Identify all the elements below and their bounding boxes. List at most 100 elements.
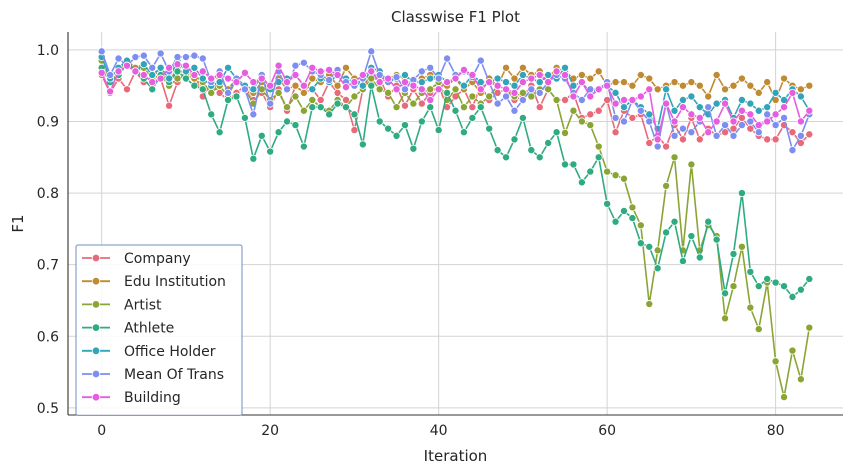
data-point (443, 54, 452, 63)
data-point (198, 85, 207, 94)
data-point (333, 81, 342, 90)
legend-marker (91, 277, 101, 286)
data-point (771, 88, 780, 97)
data-point (653, 246, 662, 255)
data-point (737, 96, 746, 105)
data-point (552, 96, 561, 105)
data-point (780, 74, 789, 83)
data-point (788, 128, 797, 137)
data-point (577, 96, 586, 105)
legend-label: Building (124, 390, 181, 406)
data-point (603, 96, 612, 105)
data-point (535, 88, 544, 97)
data-point (459, 65, 468, 74)
data-point (687, 128, 696, 137)
data-point (594, 153, 603, 162)
x-tick-label: 0 (97, 423, 106, 439)
data-point (737, 106, 746, 115)
data-point (662, 99, 671, 108)
data-point (468, 70, 477, 79)
data-point (165, 101, 174, 110)
data-point (207, 74, 216, 83)
data-point (737, 121, 746, 130)
legend-label: Company (124, 251, 191, 267)
data-point (325, 65, 334, 74)
data-point (148, 78, 157, 87)
data-point (670, 217, 679, 226)
data-point (392, 73, 401, 82)
data-point (670, 153, 679, 162)
data-point (561, 70, 570, 79)
data-point (173, 60, 182, 69)
y-tick-label: 0.5 (37, 401, 59, 417)
legend-label: Artist (124, 297, 162, 313)
data-point (173, 67, 182, 76)
data-point (451, 106, 460, 115)
data-point (409, 81, 418, 90)
data-point (97, 68, 106, 77)
data-point (763, 135, 772, 144)
data-point (291, 121, 300, 130)
x-tick-label: 60 (598, 423, 616, 439)
data-point (763, 117, 772, 126)
y-tick-label: 1.0 (37, 43, 59, 59)
data-point (249, 85, 258, 94)
data-point (687, 110, 696, 119)
data-point (754, 88, 763, 97)
data-point (316, 67, 325, 76)
data-point (636, 221, 645, 230)
legend: Company Edu Institution Artist Athlete Offic… (75, 244, 243, 416)
data-point (796, 285, 805, 294)
data-point (350, 126, 359, 135)
data-point (780, 282, 789, 291)
data-point (721, 99, 730, 108)
data-point (569, 92, 578, 101)
series-building (97, 60, 814, 144)
data-point (552, 128, 561, 137)
data-point (240, 68, 249, 77)
data-point (653, 85, 662, 94)
data-point (181, 53, 190, 62)
data-point (341, 96, 350, 105)
data-point (417, 67, 426, 76)
data-point (737, 113, 746, 122)
data-point (156, 49, 165, 58)
data-point (695, 81, 704, 90)
data-point (443, 88, 452, 97)
data-point (594, 67, 603, 76)
data-point (628, 81, 637, 90)
data-point (485, 92, 494, 101)
data-point (653, 142, 662, 151)
data-point (678, 135, 687, 144)
data-point (350, 92, 359, 101)
data-point (434, 126, 443, 135)
data-point (577, 117, 586, 126)
data-point (215, 88, 224, 97)
data-point (544, 85, 553, 94)
data-point (341, 83, 350, 92)
data-point (350, 78, 359, 87)
data-point (721, 314, 730, 323)
data-point (518, 88, 527, 97)
data-point (611, 78, 620, 87)
data-point (771, 357, 780, 366)
data-point (443, 78, 452, 87)
data-point (805, 106, 814, 115)
data-point (586, 167, 595, 176)
data-point (712, 117, 721, 126)
data-point (670, 117, 679, 126)
data-point (367, 47, 376, 56)
data-point (796, 131, 805, 140)
data-point (308, 63, 317, 72)
data-point (577, 70, 586, 79)
data-point (729, 131, 738, 140)
legend-marker (91, 300, 101, 309)
data-point (400, 78, 409, 87)
data-point (611, 171, 620, 180)
data-point (611, 217, 620, 226)
data-point (148, 70, 157, 79)
data-point (350, 110, 359, 119)
series-mean-of-trans (97, 47, 814, 155)
data-point (687, 92, 696, 101)
data-point (224, 63, 233, 72)
